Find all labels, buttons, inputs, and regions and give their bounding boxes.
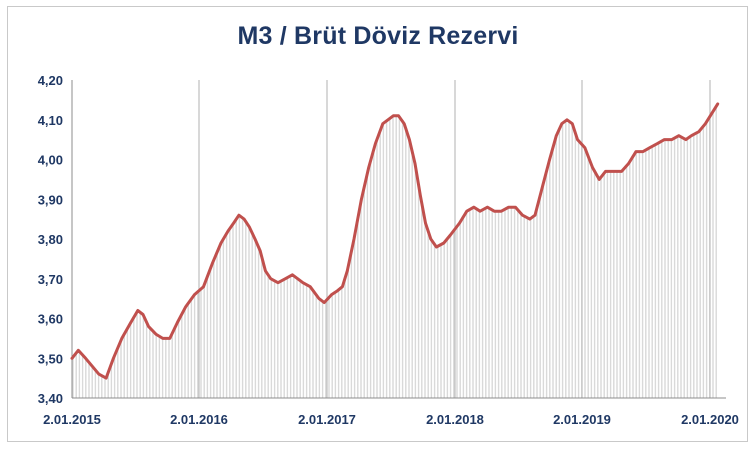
x-tick-label: 2.01.2016	[170, 412, 228, 427]
y-tick-label: 3,50	[38, 351, 63, 366]
vertical-gridlines	[198, 80, 711, 398]
chart-title: M3 / Brüt Döviz Rezervi	[237, 22, 519, 50]
y-tick-label: 4,00	[38, 153, 63, 168]
x-tick-labels: 2.01.2015 2.01.2016 2.01.2017 2.01.2018 2.01…	[43, 412, 739, 427]
x-tick-label: 2.01.2017	[298, 412, 356, 427]
y-tick-label: 3,40	[38, 391, 63, 406]
y-tick-label: 3,80	[38, 232, 63, 247]
y-tick-label: 3,90	[38, 192, 63, 207]
area-bars	[72, 106, 717, 398]
series-line	[70, 102, 720, 380]
x-tick-label: 2.01.2019	[553, 412, 611, 427]
x-tick-label: 2.01.2015	[43, 412, 101, 427]
y-tick-label: 4,10	[38, 113, 63, 128]
x-tick-label: 2.01.2020	[681, 412, 739, 427]
x-tick-label: 2.01.2018	[426, 412, 484, 427]
y-tick-label: 4,20	[38, 73, 63, 88]
y-tick-label: 3,70	[38, 272, 63, 287]
y-tick-label: 3,60	[38, 312, 63, 327]
y-tick-labels: 3,40 3,50 3,60 3,70 3,80 3,90 4,00 4,10 4,20	[38, 73, 63, 406]
